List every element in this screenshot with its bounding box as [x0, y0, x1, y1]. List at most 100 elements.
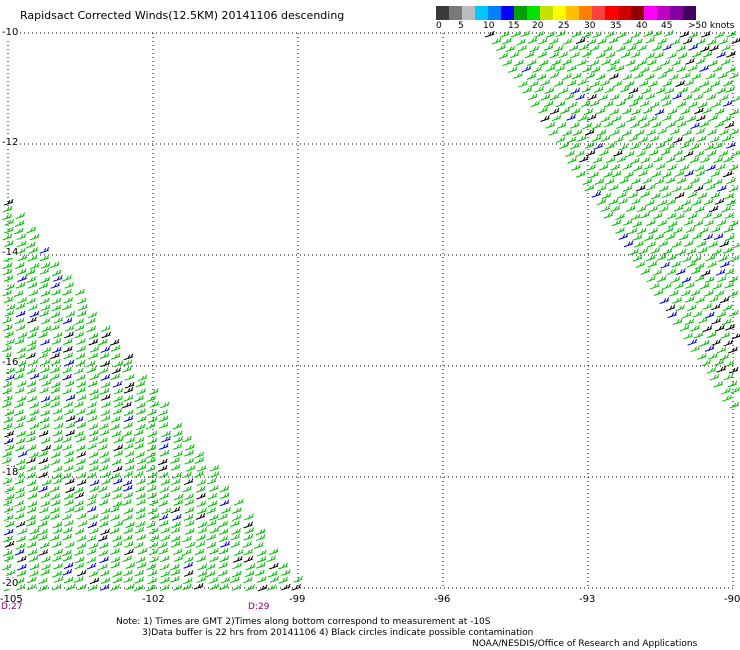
wind-barb — [637, 115, 648, 123]
legend-swatch — [618, 6, 631, 20]
wind-barb — [181, 548, 192, 556]
wind-barb — [711, 226, 721, 233]
wind-barb — [667, 311, 678, 319]
wind-barb — [64, 408, 74, 416]
wind-barb — [709, 136, 720, 143]
wind-barb — [147, 437, 158, 445]
wind-barb — [1, 457, 12, 465]
wind-barb — [113, 360, 124, 368]
wind-barb — [678, 233, 689, 241]
wind-barb — [99, 514, 110, 522]
wind-barb — [596, 198, 607, 206]
wind-barb — [112, 576, 123, 584]
wind-barb — [679, 324, 690, 332]
wind-barb — [147, 569, 158, 577]
wind-barb — [672, 92, 682, 100]
wind-barb — [663, 66, 674, 74]
wind-barb — [562, 129, 573, 137]
wind-barb — [257, 549, 267, 557]
wind-barb — [2, 233, 13, 241]
wind-barb — [616, 99, 626, 107]
wind-barb — [642, 177, 653, 184]
wind-barb — [681, 276, 692, 284]
wind-barb — [136, 415, 147, 423]
wind-barb — [604, 86, 615, 94]
wind-barb — [269, 562, 279, 570]
wind-barb — [586, 164, 596, 171]
wind-barb — [672, 185, 682, 193]
wind-barb — [26, 380, 37, 388]
legend-swatch — [527, 6, 540, 20]
wind-barb — [2, 345, 12, 353]
wind-barb — [677, 52, 688, 59]
wind-barb — [39, 310, 50, 317]
wind-barb — [98, 549, 109, 557]
wind-barb — [716, 346, 727, 354]
wind-barb — [219, 583, 229, 591]
wind-barb — [653, 289, 664, 297]
wind-barb — [598, 94, 608, 101]
wind-barb — [183, 478, 194, 486]
wind-barb — [63, 352, 74, 360]
wind-barb — [582, 122, 592, 130]
wind-barb — [50, 366, 60, 374]
wind-barb — [725, 234, 735, 241]
wind-barb — [101, 394, 111, 401]
wind-barb — [160, 576, 170, 584]
wind-barb — [161, 435, 171, 443]
wind-barb — [123, 443, 134, 450]
wind-barb — [676, 120, 687, 128]
wind-barb — [3, 416, 14, 424]
wind-barb — [699, 339, 710, 347]
wind-barb — [26, 276, 37, 283]
wind-barb — [62, 373, 72, 381]
wind-barb — [98, 367, 109, 374]
wind-barb — [100, 569, 110, 577]
wind-barb — [218, 520, 229, 528]
wind-barb — [570, 142, 580, 150]
wind-barb — [729, 220, 739, 227]
wind-barb — [689, 143, 700, 150]
wind-barb — [41, 556, 51, 563]
wind-barb — [133, 584, 144, 592]
wind-barb — [62, 274, 72, 282]
lon-label-99: -99 — [289, 594, 306, 605]
wind-barb — [701, 30, 711, 38]
wind-barb — [99, 388, 110, 395]
wind-barb — [518, 80, 528, 88]
wind-barb — [40, 401, 51, 409]
wind-barb — [15, 437, 26, 445]
wind-barb — [609, 93, 620, 101]
wind-barb — [86, 366, 97, 373]
wind-barb — [665, 233, 676, 241]
wind-barb — [100, 409, 111, 417]
wind-barb — [89, 527, 99, 535]
wind-barb — [123, 534, 133, 542]
wind-barb — [597, 37, 607, 45]
wind-barb — [172, 471, 183, 479]
wind-barb — [27, 254, 38, 262]
wind-barb — [16, 430, 26, 438]
wind-barb — [678, 86, 689, 94]
wind-barb — [718, 38, 729, 45]
wind-barb — [577, 59, 587, 66]
wind-barb — [266, 584, 277, 591]
wind-barb — [589, 171, 599, 179]
wind-barb — [509, 51, 520, 59]
wind-barb — [702, 303, 712, 310]
wind-barb — [38, 373, 49, 381]
wind-barb — [62, 554, 73, 562]
wind-barb — [687, 212, 698, 220]
wind-barb — [724, 212, 734, 219]
wind-barb — [721, 205, 732, 213]
wind-barb — [125, 562, 136, 569]
wind-barb — [551, 59, 562, 66]
wind-barb — [197, 527, 208, 534]
wind-barb — [666, 254, 677, 261]
wind-barb — [159, 443, 169, 450]
wind-barb — [182, 577, 193, 585]
wind-barb — [26, 444, 37, 452]
wind-barb — [219, 555, 230, 563]
wind-barbs — [1, 30, 740, 592]
wind-barb — [62, 568, 73, 576]
